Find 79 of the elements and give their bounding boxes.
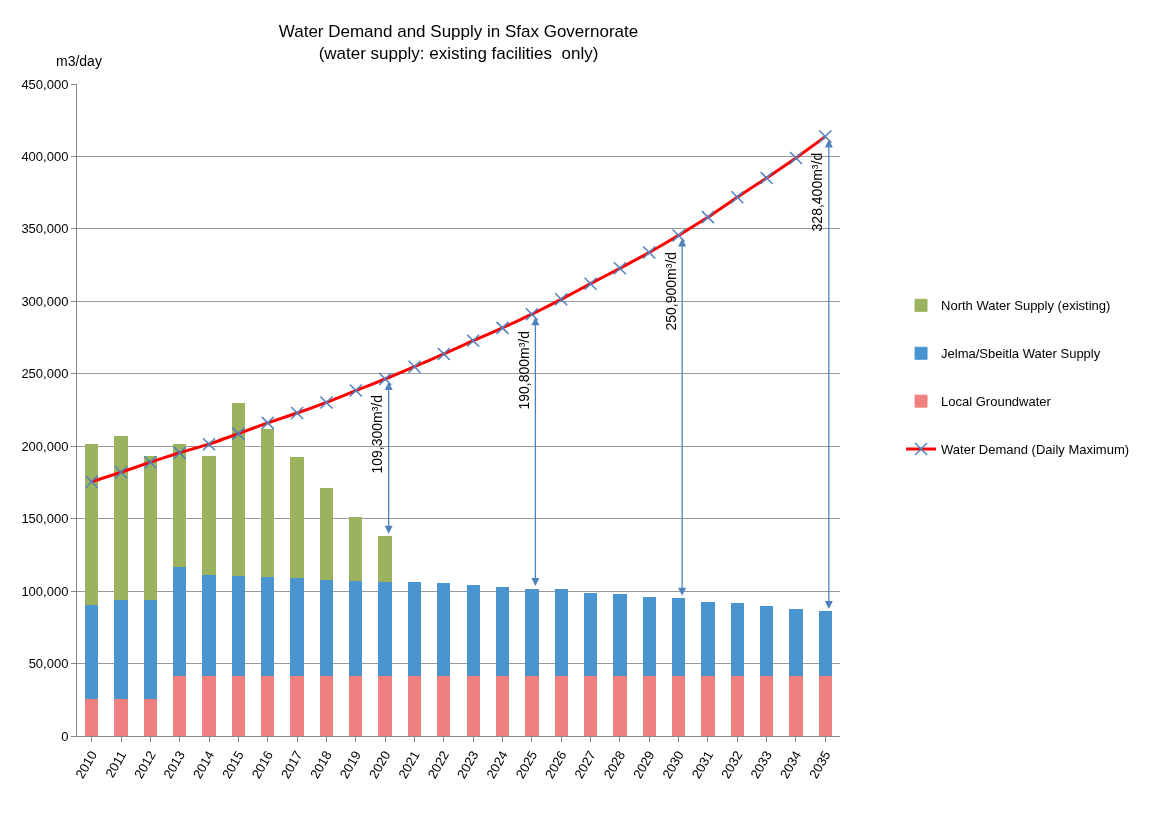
bar	[85, 603, 99, 699]
bar	[437, 674, 451, 736]
legend-label: Local Groundwater	[941, 394, 1052, 410]
y-axis-title: m3/day	[56, 53, 102, 69]
bar	[261, 576, 275, 676]
bar	[701, 674, 715, 736]
bar	[143, 599, 158, 699]
bar	[202, 455, 216, 575]
y-tick-label: 0	[61, 728, 69, 744]
bar	[759, 674, 774, 736]
y-tick-label: 450,000	[21, 76, 69, 92]
bar	[789, 674, 803, 736]
bar	[554, 589, 568, 676]
bar	[671, 674, 686, 736]
y-tick-label: 50,000	[28, 656, 69, 672]
y-tick-label: 300,000	[21, 293, 69, 309]
bar	[173, 444, 187, 567]
bar	[143, 697, 158, 736]
bar	[407, 674, 422, 736]
bar	[437, 583, 451, 676]
bar	[378, 674, 392, 736]
bar	[349, 516, 363, 581]
bar	[114, 599, 128, 699]
annotation: 250,900m³/d	[662, 251, 679, 331]
annotation: 328,400m³/d	[809, 152, 826, 232]
y-tick-label: 250,000	[21, 366, 69, 382]
y-tick-label: 150,000	[21, 511, 69, 527]
bar	[143, 455, 158, 601]
bar	[85, 697, 99, 736]
bar	[495, 674, 510, 736]
bar	[466, 585, 480, 676]
annotation: 109,300m³/d	[368, 395, 385, 474]
legend-label: Water Demand (Daily Maximum)	[941, 442, 1130, 458]
bar	[730, 674, 744, 736]
bar	[525, 674, 539, 736]
y-tick-label: 350,000	[21, 221, 69, 237]
bar	[290, 576, 304, 676]
bar	[583, 592, 598, 676]
bar	[202, 573, 216, 676]
bar	[319, 674, 334, 736]
chart-title: Water Demand and Supply in Sfax Governorate (water supply: existing facilities only)	[278, 21, 639, 63]
bar	[231, 674, 246, 736]
bar	[583, 674, 598, 736]
bar	[290, 456, 304, 578]
bar	[642, 674, 656, 736]
bar	[114, 697, 128, 736]
bar	[231, 402, 246, 576]
bar	[613, 594, 627, 676]
bar	[349, 579, 363, 676]
bar	[261, 428, 275, 578]
bar	[613, 674, 627, 736]
bar	[495, 587, 510, 676]
legend-label: North Water Supply (existing)	[941, 298, 1111, 314]
bar	[173, 674, 187, 736]
bar	[231, 574, 246, 676]
bar	[759, 605, 774, 676]
bar	[349, 674, 363, 736]
annotation: 190,800m³/d	[516, 330, 533, 410]
bar	[319, 579, 334, 676]
bar	[173, 565, 187, 676]
bar	[290, 674, 304, 736]
bar	[466, 674, 480, 736]
bar	[730, 603, 744, 676]
bar	[85, 444, 99, 605]
bar	[789, 608, 803, 676]
bar	[114, 436, 128, 601]
bar	[261, 674, 275, 736]
y-tick-label: 400,000	[21, 148, 69, 164]
bar	[319, 487, 334, 581]
bar	[202, 674, 216, 736]
bar	[818, 674, 832, 736]
bar	[554, 674, 568, 736]
bar	[701, 601, 715, 676]
bar	[407, 582, 422, 676]
bar	[642, 597, 656, 676]
y-tick-label: 100,000	[21, 583, 69, 599]
bar	[378, 581, 392, 676]
y-tick-label: 200,000	[21, 438, 69, 454]
legend-label: Jelma/Sbeitla Water Supply	[941, 346, 1101, 362]
